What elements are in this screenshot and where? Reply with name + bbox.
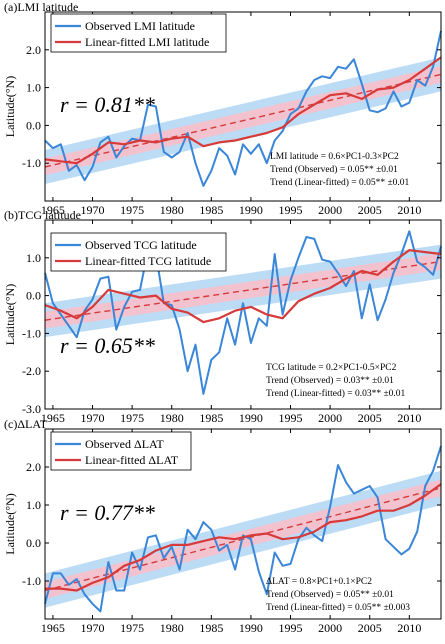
legend-label: Observed TCG latitude	[85, 238, 197, 252]
legend-box	[50, 232, 227, 272]
panel-3: -1.0 0.0 1.0 2.0 1965 1970 1975 1980 1985 1990 199…	[3, 417, 442, 635]
annotation-text: Trend (Observed) = 0.05** ±0.01	[266, 589, 394, 600]
x-tick-label: 1970	[81, 203, 105, 217]
y-tick-label: 2.0	[26, 43, 41, 57]
x-tick-label: 2010	[397, 411, 421, 425]
x-tick-label: 2005	[358, 621, 382, 635]
x-tick-label: 1975	[120, 411, 144, 425]
legend-label: Observed LMI latitude	[85, 19, 195, 33]
annotation-text: Trend (Observed) = 0.05** ±0.01	[270, 164, 398, 175]
x-tick-label: 1995	[279, 203, 303, 217]
y-tick-label: 1.0	[26, 498, 41, 512]
x-tick-label: 2010	[397, 621, 421, 635]
x-tick-label: 1970	[81, 621, 105, 635]
y-tick-label: 0.0	[26, 118, 41, 132]
annotation-text: Trend (Linear-fitted) = 0.05** ±0.01	[270, 177, 410, 188]
fitted-line	[45, 483, 442, 592]
annotation-text: Trend (Linear-fitted) = 0.05** ±0.003	[266, 602, 410, 613]
observed-line	[44, 230, 442, 395]
panel-title: (c)ΔLAT	[4, 417, 48, 431]
y-tick-label: 1.0	[26, 81, 41, 95]
correlation-label: r = 0.81**	[60, 92, 155, 117]
plot-frame	[44, 219, 442, 410]
x-tick-label: 1990	[239, 411, 263, 425]
panel-1: -1.0 0.0 1.0 2.0 1965 1970 1975 1980 1985 1990 199…	[3, 0, 442, 217]
legend-box	[50, 13, 227, 53]
plot-frame	[44, 428, 442, 620]
y-tick-label: -1.0	[22, 574, 41, 588]
y-tick-label: 2.0	[26, 460, 41, 474]
x-tick-label: 2005	[358, 411, 382, 425]
annotation-text: Trend (Observed) = 0.03** ±0.01	[266, 375, 394, 386]
observed-line	[44, 445, 442, 613]
legend-label: Linear-fitted TCG latitude	[85, 254, 211, 268]
y-axis-label: Latitude(°N)	[3, 76, 17, 137]
x-tick-label: 1990	[239, 203, 263, 217]
annotation-text: LMI latitude = 0.6×PC1-0.3×PC2	[270, 152, 399, 162]
x-tick-label: 1990	[239, 621, 263, 635]
x-tick-label: 1995	[279, 621, 303, 635]
x-tick-label: 1965	[41, 621, 65, 635]
y-tick-label: -1.0	[22, 156, 41, 170]
fitted-line	[44, 56, 442, 165]
x-tick-label: 2010	[397, 203, 421, 217]
x-tick-label: 1985	[199, 621, 223, 635]
x-tick-label: 2000	[318, 203, 342, 217]
y-axis-label: Latitude(°N)	[3, 284, 17, 345]
y-tick-label: 0.0	[26, 289, 41, 303]
x-tick-label: 1970	[81, 411, 105, 425]
plot-frame	[44, 11, 442, 202]
legend-box	[50, 431, 192, 471]
panel-title: (b)TCG latitude	[4, 208, 81, 222]
x-tick-label: 1985	[199, 411, 223, 425]
trend-line	[44, 260, 442, 321]
x-tick-label: 1975	[120, 621, 144, 635]
x-tick-label: 1980	[160, 203, 184, 217]
x-tick-label: 2000	[318, 411, 342, 425]
correlation-label: r = 0.65**	[60, 333, 155, 358]
x-tick-label: 2005	[358, 203, 382, 217]
x-tick-label: 1980	[160, 411, 184, 425]
annotation-text: Trend (Linear-fitted) = 0.03** ±0.01	[266, 388, 406, 399]
y-tick-label: -2.0	[22, 364, 41, 378]
y-axis-label: Latitude(°N)	[3, 493, 17, 554]
panel-title: (a)LMI latitude	[4, 0, 78, 14]
y-tick-label: -3.0	[22, 402, 41, 416]
trend-line	[44, 73, 442, 168]
annotation-text: TCG latitude = 0.2×PC1-0.5×PC2	[266, 363, 397, 373]
x-tick-label: 1995	[279, 411, 303, 425]
fitted-line	[44, 249, 442, 324]
x-tick-label: 1980	[160, 621, 184, 635]
annotation-text: ΔLAT = 0.8×PC1+0.1×PC2	[266, 577, 372, 587]
legend-label: Linear-fitted ΔLAT	[85, 453, 179, 467]
legend-label: Linear-fitted LMI latitude	[85, 35, 209, 49]
y-tick-label: 0.0	[26, 536, 41, 550]
x-tick-label: 1965	[41, 203, 65, 217]
correlation-label: r = 0.77**	[60, 500, 155, 525]
x-tick-label: 2000	[318, 621, 342, 635]
legend-label: Observed ΔLAT	[85, 437, 164, 451]
y-tick-label: -1.0	[22, 326, 41, 340]
x-tick-label: 1965	[41, 411, 65, 425]
y-tick-label: 1.0	[26, 251, 41, 265]
x-tick-label: 1985	[199, 203, 223, 217]
panel-2: -3.0 -2.0 -1.0 0.0 1.0 1965 1970 1975 1980 1985 19…	[3, 208, 442, 425]
x-tick-label: 1975	[120, 203, 144, 217]
